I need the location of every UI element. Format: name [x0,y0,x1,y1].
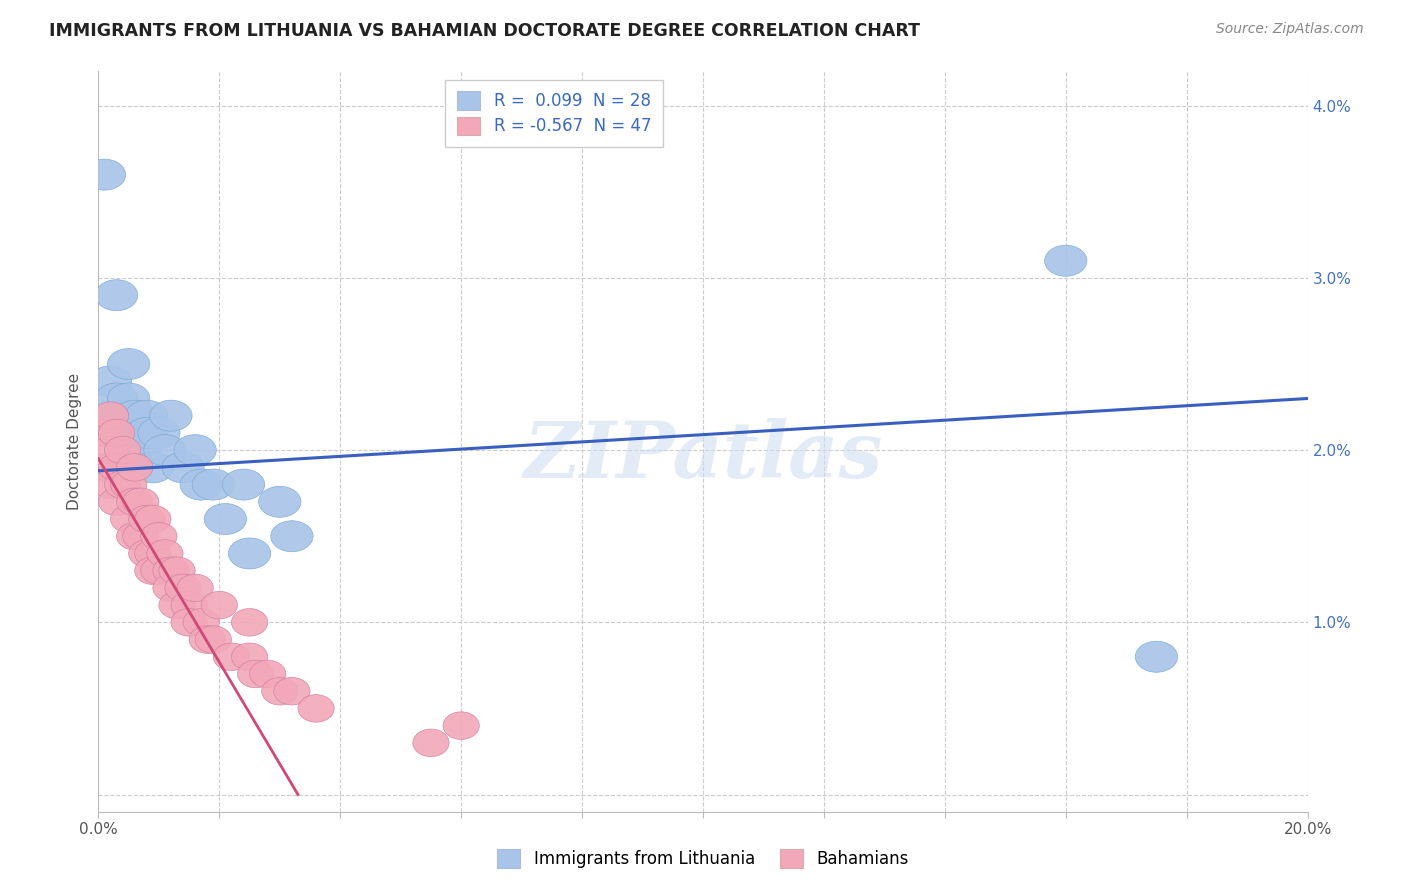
Legend: R =  0.099  N = 28, R = -0.567  N = 47: R = 0.099 N = 28, R = -0.567 N = 47 [446,79,662,147]
Ellipse shape [172,608,207,636]
Ellipse shape [274,677,311,705]
Ellipse shape [138,417,180,449]
Ellipse shape [262,677,298,705]
Ellipse shape [232,608,267,636]
Ellipse shape [93,436,129,464]
Ellipse shape [107,349,150,380]
Ellipse shape [159,557,195,584]
Ellipse shape [232,643,267,671]
Ellipse shape [104,436,141,464]
Ellipse shape [201,591,238,619]
Ellipse shape [86,419,122,447]
Ellipse shape [129,540,165,567]
Ellipse shape [129,505,165,533]
Ellipse shape [90,366,132,397]
Ellipse shape [195,626,232,653]
Ellipse shape [117,488,153,516]
Legend: Immigrants from Lithuania, Bahamians: Immigrants from Lithuania, Bahamians [491,843,915,875]
Ellipse shape [125,417,167,449]
Ellipse shape [101,417,143,449]
Ellipse shape [193,469,235,500]
Ellipse shape [180,469,222,500]
Ellipse shape [298,695,335,723]
Ellipse shape [177,574,214,602]
Ellipse shape [153,574,190,602]
Ellipse shape [146,540,183,567]
Ellipse shape [1135,641,1178,673]
Ellipse shape [83,159,125,190]
Ellipse shape [135,557,172,584]
Ellipse shape [125,401,167,431]
Ellipse shape [135,540,172,567]
Ellipse shape [153,557,190,584]
Ellipse shape [98,488,135,516]
Ellipse shape [104,471,141,499]
Ellipse shape [271,521,314,552]
Y-axis label: Doctorate Degree: Doctorate Degree [67,373,83,510]
Ellipse shape [443,712,479,739]
Ellipse shape [228,538,271,569]
Text: IMMIGRANTS FROM LITHUANIA VS BAHAMIAN DOCTORATE DEGREE CORRELATION CHART: IMMIGRANTS FROM LITHUANIA VS BAHAMIAN DO… [49,22,920,40]
Ellipse shape [90,401,132,431]
Ellipse shape [98,419,135,447]
Ellipse shape [413,729,449,756]
Ellipse shape [96,383,138,414]
Ellipse shape [188,626,225,653]
Ellipse shape [132,452,174,483]
Ellipse shape [111,471,146,499]
Ellipse shape [141,557,177,584]
Ellipse shape [96,280,138,310]
Text: Source: ZipAtlas.com: Source: ZipAtlas.com [1216,22,1364,37]
Ellipse shape [93,471,129,499]
Ellipse shape [114,401,156,431]
Ellipse shape [204,503,246,534]
Ellipse shape [183,608,219,636]
Ellipse shape [135,505,172,533]
Ellipse shape [165,574,201,602]
Ellipse shape [143,434,186,466]
Ellipse shape [86,454,122,481]
Ellipse shape [141,523,177,550]
Ellipse shape [150,401,193,431]
Ellipse shape [172,591,207,619]
Ellipse shape [120,434,162,466]
Ellipse shape [162,452,204,483]
Ellipse shape [117,454,153,481]
Text: ZIPatlas: ZIPatlas [523,418,883,494]
Ellipse shape [122,523,159,550]
Ellipse shape [101,401,143,431]
Ellipse shape [1045,245,1087,277]
Ellipse shape [214,643,250,671]
Ellipse shape [122,488,159,516]
Ellipse shape [159,591,195,619]
Ellipse shape [174,434,217,466]
Ellipse shape [250,660,285,688]
Ellipse shape [117,523,153,550]
Ellipse shape [107,383,150,414]
Ellipse shape [98,454,135,481]
Ellipse shape [111,505,146,533]
Ellipse shape [222,469,264,500]
Ellipse shape [93,402,129,429]
Ellipse shape [238,660,274,688]
Ellipse shape [259,486,301,517]
